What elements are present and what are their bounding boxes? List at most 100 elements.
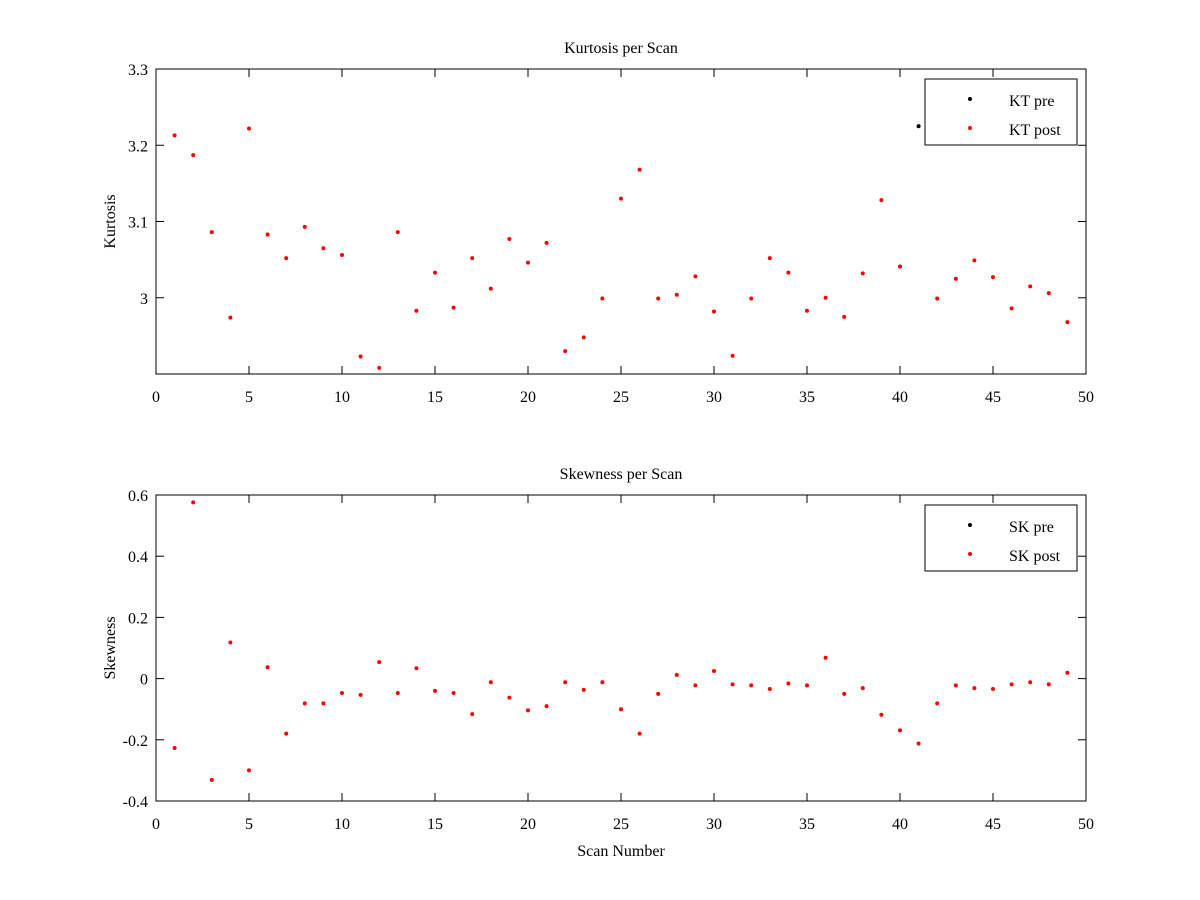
post-point xyxy=(451,305,456,310)
x-tick-label: 50 xyxy=(1078,389,1094,406)
post-point xyxy=(823,655,828,660)
legend-box xyxy=(924,78,1078,146)
post-point xyxy=(488,286,493,291)
chart-panel-2: 0 5 10 15 20 25 30 35 40 45 50 -0.4 -0.2 0 0.2 0.4 0.6 Sk… xyxy=(102,466,1094,860)
y-tick-label: 3 xyxy=(140,291,148,308)
post-point xyxy=(898,728,902,733)
post-point xyxy=(414,308,419,313)
post-point xyxy=(712,668,716,673)
post-point xyxy=(730,682,735,687)
legend-marker xyxy=(968,552,972,556)
post-point xyxy=(284,731,289,736)
x-tick-label: 35 xyxy=(799,389,815,406)
x-tick-label: 20 xyxy=(520,389,536,406)
post-point xyxy=(228,315,233,320)
y-tick-label: 3.1 xyxy=(128,215,148,232)
post-point xyxy=(358,692,363,697)
post-point xyxy=(860,686,865,691)
post-point xyxy=(972,258,977,263)
post-point xyxy=(953,276,958,281)
chart-panel-1: 0 5 10 15 20 25 30 35 40 45 50 3 3.1 3.2 3.3 Kurtosis p… xyxy=(102,40,1094,406)
post-point xyxy=(823,295,828,300)
post-point xyxy=(674,292,679,297)
post-point xyxy=(358,354,363,359)
x-tick-label: 30 xyxy=(706,816,722,833)
post-point xyxy=(321,701,326,706)
post-point xyxy=(1065,320,1070,325)
post-point xyxy=(879,712,884,717)
post-point xyxy=(749,683,754,688)
y-tick-label: 0.2 xyxy=(128,610,148,627)
post-point xyxy=(172,746,177,751)
legend-label: KT post xyxy=(1009,122,1061,139)
post-point xyxy=(507,237,512,242)
post-point xyxy=(581,687,586,692)
post-point xyxy=(470,256,475,261)
post-point xyxy=(302,224,307,229)
post-point xyxy=(1065,670,1070,675)
post-point xyxy=(879,198,884,203)
post-point xyxy=(935,701,940,706)
y-axis-label: Skewness xyxy=(102,616,119,679)
post-point xyxy=(600,680,605,685)
x-tick-label: 40 xyxy=(892,389,908,406)
post-point xyxy=(730,353,735,358)
y-tick-label: 0.6 xyxy=(128,488,148,505)
legend-label: SK post xyxy=(1009,548,1061,565)
post-point xyxy=(786,681,791,686)
x-tick-label: 35 xyxy=(799,816,815,833)
post-point xyxy=(935,296,940,301)
post-point xyxy=(581,335,586,340)
post-point xyxy=(619,707,623,712)
post-point xyxy=(247,126,251,131)
post-point xyxy=(693,274,698,279)
pre-point xyxy=(916,124,921,129)
post-point xyxy=(265,232,270,237)
post-point xyxy=(1028,680,1033,685)
x-tick-label: 45 xyxy=(985,816,1001,833)
post-point xyxy=(544,704,549,709)
post-point xyxy=(563,680,568,685)
post-point xyxy=(637,167,642,172)
x-tick-label: 15 xyxy=(427,389,443,406)
x-tick-label: 50 xyxy=(1078,816,1094,833)
post-point xyxy=(302,701,307,706)
y-tick-label: 3.3 xyxy=(128,62,148,79)
post-point xyxy=(991,275,995,280)
x-axis-label: Scan Number xyxy=(577,843,665,860)
post-point xyxy=(1009,306,1014,311)
x-tick-label: 30 xyxy=(706,389,722,406)
post-point xyxy=(637,731,642,736)
post-point xyxy=(470,712,475,717)
post-point xyxy=(898,264,902,269)
post-point xyxy=(1028,284,1033,289)
x-tick-label: 20 xyxy=(520,816,536,833)
legend-marker xyxy=(968,523,972,527)
post-point xyxy=(228,640,233,645)
post-point xyxy=(507,695,512,700)
x-tick-label: 45 xyxy=(985,389,1001,406)
post-point xyxy=(656,296,661,301)
post-point xyxy=(247,768,251,773)
post-point xyxy=(712,309,716,314)
post-point xyxy=(563,349,568,354)
post-point xyxy=(767,256,772,261)
x-tick-label: 25 xyxy=(613,389,629,406)
post-point xyxy=(749,296,754,301)
post-point xyxy=(191,153,196,158)
x-tick-label: 0 xyxy=(152,816,160,833)
legend-marker xyxy=(968,126,972,130)
y-tick-label: 0 xyxy=(140,672,148,689)
post-point xyxy=(414,666,419,671)
post-point xyxy=(433,270,437,275)
legend-label: SK pre xyxy=(1009,519,1054,536)
post-point xyxy=(656,691,661,696)
post-point xyxy=(321,246,326,251)
post-point xyxy=(916,741,921,746)
post-point xyxy=(191,500,196,505)
x-tick-label: 0 xyxy=(152,389,160,406)
post-point xyxy=(991,687,995,692)
x-tick-label: 15 xyxy=(427,816,443,833)
